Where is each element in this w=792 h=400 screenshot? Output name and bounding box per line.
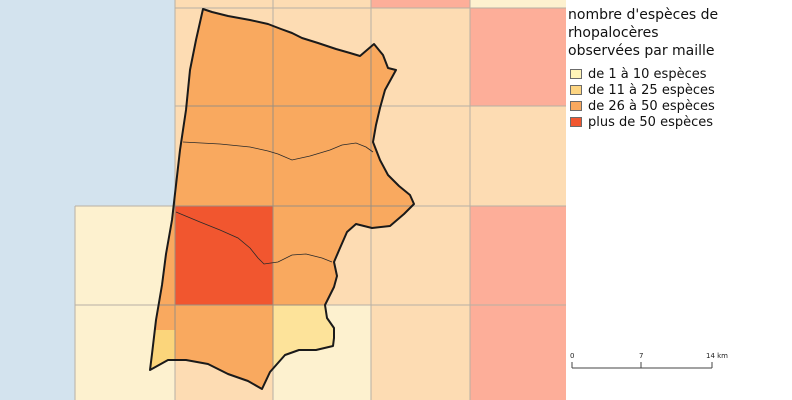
map-canvas[interactable] (0, 0, 566, 400)
legend-title-line-1: nombre d'espèces de (568, 7, 719, 23)
legend-title-line-3: observées par maille (568, 43, 715, 59)
scale-tick-14: 14 km (706, 352, 728, 360)
legend-swatch (570, 101, 582, 111)
scale-tick-0: 0 (570, 352, 574, 360)
legend-item-over-50: plus de 50 espèces (570, 114, 713, 130)
legend-label: plus de 50 espèces (588, 114, 714, 130)
legend-item-26-50: de 26 à 50 espèces (570, 98, 715, 114)
legend-item-1-10: de 1 à 10 espèces (570, 66, 707, 82)
map-legend: nombre d'espèces de rhopalocères observé… (566, 0, 792, 400)
scale-bar-svg: 0 7 14 km (570, 352, 728, 369)
legend-swatch (570, 117, 582, 127)
scale-tick-7: 7 (639, 352, 643, 360)
legend-swatch (570, 69, 582, 79)
study-area-outline (149, 8, 415, 390)
legend-title-line-2: rhopalocères (568, 25, 659, 41)
legend-title: nombre d'espèces de rhopalocères observé… (568, 6, 788, 60)
scale-bar: 0 7 14 km (570, 350, 730, 374)
legend-item-11-25: de 11 à 25 espèces (570, 82, 715, 98)
map-svg (0, 0, 566, 400)
legend-swatch (570, 85, 582, 95)
legend-label: de 26 à 50 espèces (588, 98, 715, 114)
legend-label: de 1 à 10 espèces (588, 66, 707, 82)
legend-label: de 11 à 25 espèces (588, 82, 715, 98)
